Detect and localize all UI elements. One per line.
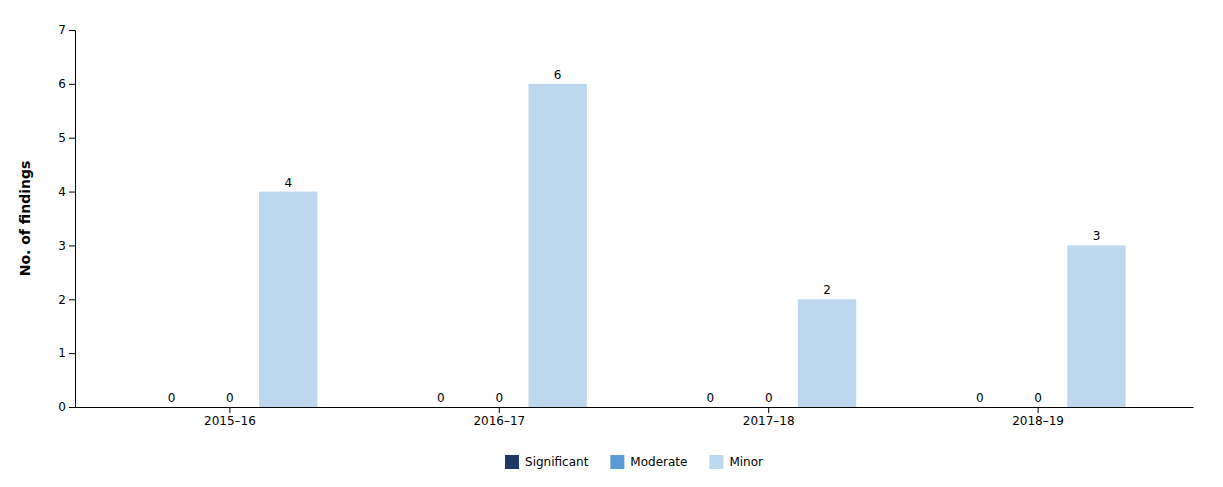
data-label: 0 — [437, 391, 445, 405]
data-label: 0 — [226, 391, 234, 405]
x-axis-line — [76, 407, 1194, 408]
legend-label: Minor — [729, 455, 763, 469]
y-tick-label: 1 — [58, 346, 66, 360]
bar-series — [259, 84, 1126, 407]
y-tick-mark — [69, 245, 75, 246]
x-tick: 2015–16 — [204, 407, 256, 428]
y-tick-label: 7 — [58, 23, 66, 37]
y-tick-label: 5 — [58, 131, 66, 145]
y-tick: 6 — [58, 77, 75, 91]
y-tick-mark — [69, 138, 75, 139]
y-tick-mark — [69, 192, 75, 193]
bar — [142, 407, 200, 408]
y-tick-label: 4 — [58, 185, 66, 199]
y-tick-mark — [69, 30, 75, 31]
y-tick-label: 6 — [58, 77, 66, 91]
y-tick-label: 0 — [58, 400, 66, 414]
bar — [259, 192, 317, 407]
x-tick: 2016–17 — [473, 407, 525, 428]
data-label: 0 — [976, 391, 984, 405]
y-tick: 0 — [58, 400, 75, 414]
data-label: 0 — [1034, 391, 1042, 405]
y-tick-label: 3 — [58, 239, 66, 253]
y-tick: 5 — [58, 131, 75, 145]
bar — [412, 407, 470, 408]
bar — [470, 407, 528, 408]
legend-item: Significant — [505, 455, 589, 469]
bar — [681, 407, 739, 408]
x-tick-mark — [1038, 407, 1039, 413]
data-label: 3 — [1093, 229, 1101, 243]
y-tick-mark — [69, 84, 75, 85]
plot-area: 012345672015–162016–172017–182018–190000… — [58, 23, 1193, 427]
x-tick: 2017–18 — [743, 407, 795, 428]
legend-swatch — [505, 455, 519, 469]
bar — [951, 407, 1009, 408]
bar — [740, 407, 798, 408]
data-label: 4 — [284, 176, 292, 190]
data-label: 0 — [707, 391, 715, 405]
chart-container: 012345672015–162016–172017–182018–190000… — [0, 0, 1223, 487]
x-tick-label: 2017–18 — [743, 414, 795, 428]
x-tick-mark — [229, 407, 230, 413]
data-label: 0 — [168, 391, 176, 405]
bar — [798, 299, 856, 407]
y-tick-mark — [69, 407, 75, 408]
legend-label: Significant — [525, 455, 589, 469]
data-labels: 0 0 0 0 0 0 0 0 4 6 2 3 — [168, 68, 1101, 405]
y-tick: 2 — [58, 293, 75, 307]
bar — [201, 407, 259, 408]
legend-item: Minor — [709, 455, 763, 469]
y-tick: 3 — [58, 239, 75, 253]
x-tick: 2018–19 — [1012, 407, 1064, 428]
y-tick-label: 2 — [58, 293, 66, 307]
x-axis: 2015–16 2016–17 2017–18 2018–19 — [76, 407, 1194, 428]
y-tick: 7 — [58, 23, 75, 37]
x-tick-mark — [499, 407, 500, 413]
x-tick-label: 2018–19 — [1012, 414, 1064, 428]
bar — [1067, 245, 1125, 407]
legend-swatch — [709, 455, 723, 469]
legend-label: Moderate — [630, 455, 687, 469]
chart-svg: 012345672015–162016–172017–182018–190000… — [0, 0, 1223, 487]
bar — [1009, 407, 1067, 408]
y-tick: 4 — [58, 185, 75, 199]
y-tick-mark — [69, 353, 75, 354]
x-tick-label: 2016–17 — [473, 414, 525, 428]
y-axis: 0 1 2 3 4 5 6 7 — [58, 23, 75, 414]
data-label: 2 — [823, 283, 831, 297]
x-tick-label: 2015–16 — [204, 414, 256, 428]
legend: Significant Moderate Minor — [505, 455, 763, 469]
legend-item: Moderate — [610, 455, 687, 469]
legend-swatch — [610, 455, 624, 469]
data-label: 6 — [554, 68, 562, 82]
y-tick-mark — [69, 299, 75, 300]
data-label: 0 — [765, 391, 773, 405]
y-axis-title: No. of findings — [17, 161, 33, 277]
y-tick: 1 — [58, 346, 75, 360]
bars — [259, 84, 1126, 407]
y-axis-line — [69, 31, 76, 408]
bar — [528, 84, 586, 407]
x-tick-mark — [768, 407, 769, 413]
data-label: 0 — [495, 391, 503, 405]
